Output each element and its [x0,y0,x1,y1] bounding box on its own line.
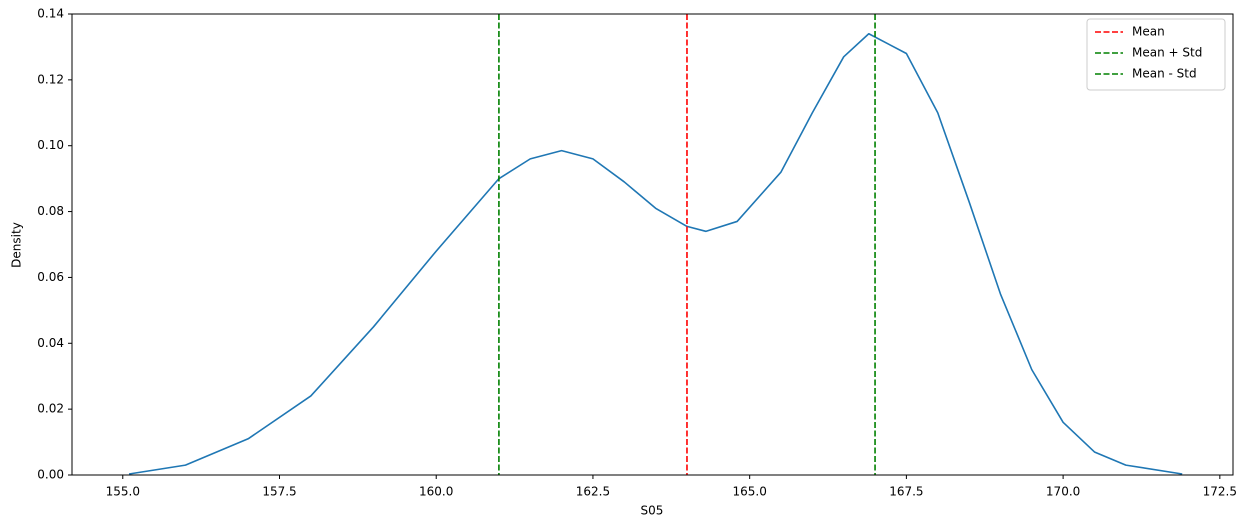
x-tick-label: 172.5 [1203,485,1237,499]
y-tick-label: 0.12 [37,72,64,86]
y-tick-label: 0.04 [37,336,64,350]
y-tick-label: 0.10 [37,138,64,152]
legend-label: Mean [1132,25,1165,39]
y-tick-label: 0.14 [37,7,64,21]
x-tick-label: 170.0 [1046,485,1080,499]
x-tick-label: 165.0 [732,485,766,499]
x-axis-label: S05 [641,504,664,518]
x-tick-label: 167.5 [889,485,923,499]
kde-line [128,32,1183,475]
plot-frame [71,13,1234,476]
y-tick-label: 0.02 [37,402,64,416]
y-tick-label: 0.00 [37,468,64,482]
legend-box [1086,18,1226,91]
x-tick-label: 155.0 [106,485,140,499]
x-tick-label: 157.5 [262,485,296,499]
legend-label: Mean + Std [1132,46,1202,60]
legend-label: Mean - Std [1132,67,1197,81]
y-axis-label: Density [10,222,24,268]
y-tick-label: 0.06 [37,270,64,284]
x-tick-label: 160.0 [419,485,453,499]
x-tick-label: 162.5 [576,485,610,499]
y-tick-label: 0.08 [37,204,64,218]
